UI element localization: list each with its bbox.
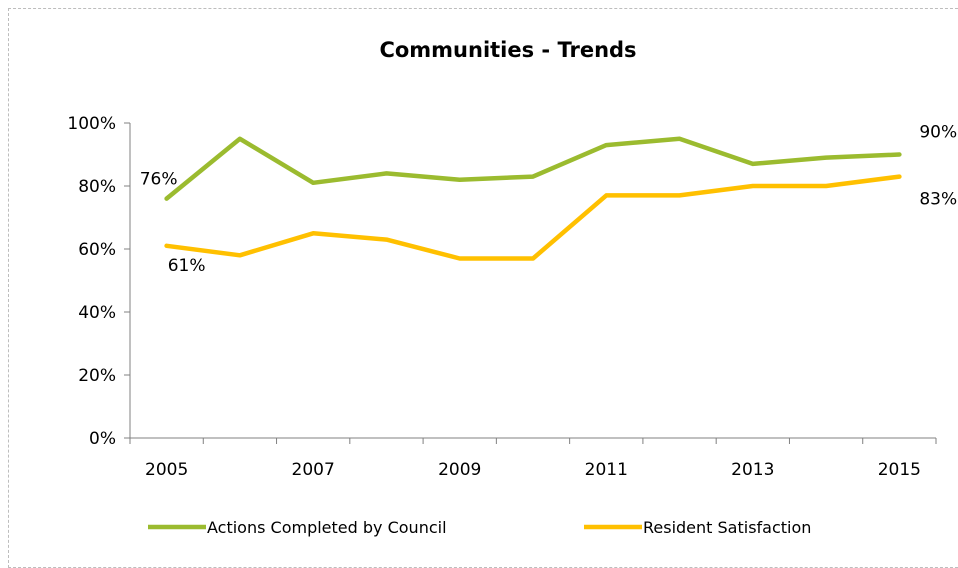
data-label: 76% <box>140 170 178 190</box>
x-tick-label: 2013 <box>731 460 774 480</box>
data-label: 61% <box>168 256 206 276</box>
y-tick-label: 100% <box>67 114 116 134</box>
series-line-satisfaction <box>164 174 902 261</box>
legend: Actions Completed by Council Resident Sat… <box>148 518 811 537</box>
chart-title: Communities - Trends <box>379 38 637 62</box>
legend-label: Resident Satisfaction <box>643 518 811 537</box>
y-tick-label: 60% <box>78 240 116 260</box>
y-tick-label: 20% <box>78 366 116 386</box>
x-tick-label: 2015 <box>878 460 921 480</box>
series-line-actions <box>164 136 902 201</box>
x-tick-label: 2009 <box>438 460 481 480</box>
y-tick-label: 0% <box>89 429 116 449</box>
x-tick-label: 2011 <box>585 460 628 480</box>
series-lines <box>164 136 902 261</box>
data-labels: 76% 90% 61% 83% <box>140 123 957 276</box>
axes: 0% 20% 40% 60% 80% 100% 2005 2007 2009 2011 2013 20… <box>67 114 937 480</box>
data-label: 83% <box>919 190 957 210</box>
y-tick-label: 40% <box>78 303 116 323</box>
data-label: 90% <box>919 123 957 143</box>
legend-label: Actions Completed by Council <box>207 518 447 537</box>
x-tick-label: 2007 <box>292 460 335 480</box>
y-tick-label: 80% <box>78 177 116 197</box>
x-tick-label: 2005 <box>145 460 188 480</box>
